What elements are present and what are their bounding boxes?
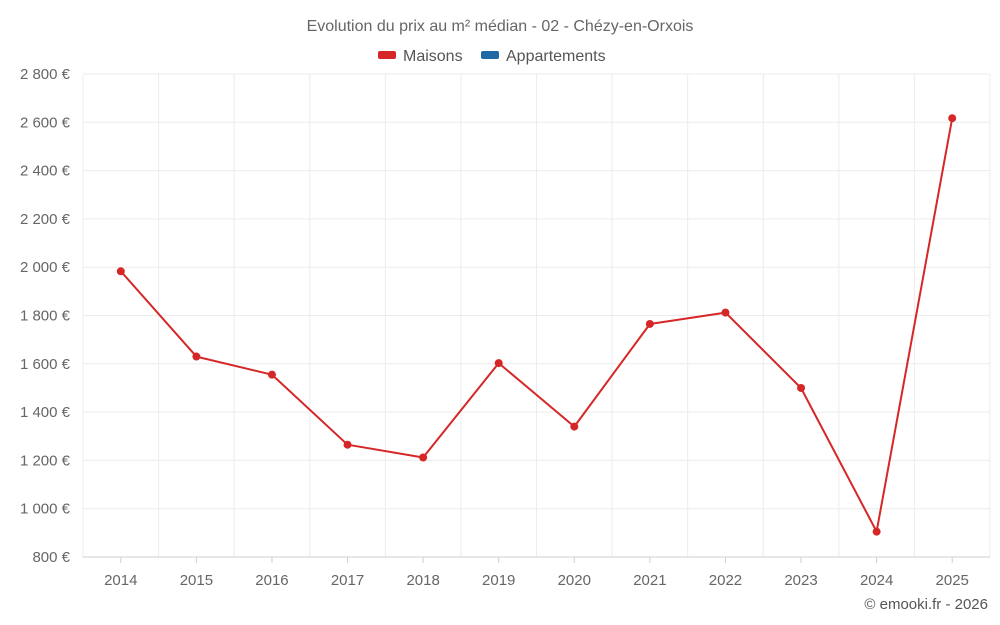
- y-tick-label: 1 800 €: [20, 308, 71, 325]
- series: [116, 114, 957, 536]
- y-tick-label: 2 400 €: [20, 163, 71, 180]
- series-line-maisons: [120, 118, 954, 533]
- data-point-maisons-2015[interactable]: [192, 352, 201, 361]
- x-axis-ticks: 2014 2015 2016 2017 2018 2019 2020 2021 2022 2023…: [104, 572, 969, 589]
- data-point-maisons-2022[interactable]: [721, 308, 730, 317]
- x-tick-label: 2019: [482, 572, 515, 589]
- legend-label-appartements: Appartements: [506, 48, 606, 65]
- data-point-maisons-2014[interactable]: [116, 267, 125, 276]
- y-axis-ticks: 800 € 1 000 € 1 200 € 1 400 € 1 600 € 1 800 €…: [20, 66, 71, 566]
- x-tick-label: 2023: [784, 572, 817, 589]
- x-tick-label: 2016: [255, 572, 288, 589]
- x-tick-label: 2015: [180, 572, 213, 589]
- legend-label-maisons: Maisons: [403, 48, 463, 65]
- y-tick-label: 800 €: [32, 549, 70, 566]
- y-tick-label: 2 000 €: [20, 259, 71, 276]
- credit-text: © emooki.fr - 2026: [864, 596, 988, 613]
- x-tick-label: 2014: [104, 572, 137, 589]
- data-point-maisons-2021[interactable]: [645, 319, 654, 328]
- x-tick-label: 2022: [709, 572, 742, 589]
- x-tick-label: 2020: [558, 572, 591, 589]
- y-tick-label: 2 200 €: [20, 211, 71, 228]
- data-point-maisons-2025[interactable]: [948, 114, 957, 123]
- y-tick-label: 2 800 €: [20, 66, 71, 83]
- y-tick-label: 1 400 €: [20, 404, 71, 421]
- chart-title: Evolution du prix au m² médian - 02 - Ch…: [307, 18, 694, 35]
- legend-swatch-maisons: [378, 51, 396, 59]
- x-tick-label: 2017: [331, 572, 364, 589]
- data-point-maisons-2024[interactable]: [872, 527, 881, 536]
- data-point-maisons-2019[interactable]: [494, 359, 503, 368]
- y-tick-label: 1 600 €: [20, 356, 71, 373]
- legend-item-maisons[interactable]: Maisons: [378, 48, 463, 65]
- legend-item-appartements[interactable]: Appartements: [481, 48, 606, 65]
- y-tick-label: 2 600 €: [20, 114, 71, 131]
- axes: [83, 556, 990, 563]
- y-tick-label: 1 000 €: [20, 501, 71, 518]
- legend-swatch-appartements: [481, 51, 499, 59]
- x-tick-label: 2018: [406, 572, 439, 589]
- data-point-maisons-2016[interactable]: [267, 370, 276, 379]
- data-point-maisons-2023[interactable]: [797, 383, 806, 392]
- data-point-maisons-2018[interactable]: [419, 453, 428, 462]
- legend: Maisons Appartements: [378, 48, 606, 65]
- data-point-maisons-2017[interactable]: [343, 440, 352, 449]
- x-tick-label: 2021: [633, 572, 666, 589]
- y-tick-label: 1 200 €: [20, 452, 71, 469]
- x-tick-label: 2024: [860, 572, 893, 589]
- x-tick-label: 2025: [936, 572, 969, 589]
- data-point-maisons-2020[interactable]: [570, 422, 579, 431]
- grid: [82, 73, 991, 557]
